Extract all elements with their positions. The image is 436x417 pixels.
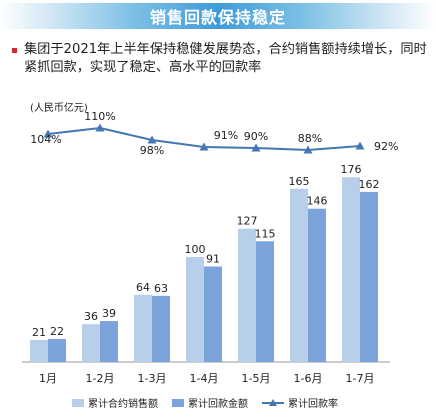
rate-label: 110% [84,110,115,123]
summary-block: 集团于2021年上半年保持稳健发展势态，合约销售额持续增长，同时紧抓回款，实现了… [12,41,427,77]
legend-label-collection: 累计回款金额 [188,399,248,410]
legend-line-icon [262,398,284,406]
bar-sales [82,324,100,362]
unit-label: (人民币亿元) [30,103,88,114]
bar-sales [134,294,152,362]
rate-marker [303,145,313,154]
data-label-sales: 64 [136,281,150,294]
data-label-collection: 115 [255,227,276,240]
bar-sales [290,188,308,362]
legend-swatch-collection [172,398,184,407]
data-label-sales: 176 [341,163,362,176]
x-tick-label: 1-7月 [346,372,375,385]
data-label-collection: 63 [154,282,168,295]
rate-label: 90% [244,130,268,143]
x-tick-label: 1-3月 [138,372,167,385]
data-label-collection: 146 [307,195,328,208]
legend-item-collection: 累计回款金额 [172,395,248,410]
data-label-collection: 162 [359,178,380,191]
bar-collection [256,241,274,362]
x-tick-label: 1-4月 [190,372,219,385]
legend-swatch-sales [72,398,84,407]
legend-item-rate: 累计回款率 [262,395,338,410]
rate-label: 98% [140,144,164,157]
bullet-marker [12,48,17,53]
data-label-sales: 36 [84,310,98,323]
rate-marker [251,143,261,152]
bar-collection [204,266,222,362]
legend-item-sales: 累计合约销售额 [72,395,158,410]
bar-sales [186,257,204,362]
rate-marker [355,141,365,150]
bar-collection [360,191,378,362]
x-tick-label: 1-5月 [242,372,271,385]
rate-marker [147,135,157,144]
chart-legend: 累计合约销售额 累计回款金额 累计回款率 [72,395,352,410]
page-title: 销售回款保持稳定 [149,8,286,27]
bar-collection [48,338,66,362]
rate-marker [199,142,209,151]
x-tick-label: 1月 [39,372,57,385]
bar-collection [100,321,118,362]
bar-sales [238,228,256,362]
data-label-collection: 91 [206,252,220,265]
legend-label-sales: 累计合约销售额 [88,399,158,410]
data-label-sales: 21 [32,326,46,339]
summary-text: 集团于2021年上半年保持稳健发展势态，合约销售额持续增长，同时紧抓回款，实现了… [24,42,427,75]
data-label-collection: 39 [102,307,116,320]
bar-sales [30,339,48,362]
rate-label: 92% [374,140,398,153]
data-label-sales: 165 [289,175,310,188]
x-tick-label: 1-2月 [86,372,115,385]
data-label-sales: 127 [237,215,258,228]
rate-label: 104% [30,133,61,146]
rate-label: 91% [214,129,238,142]
title-banner: 销售回款保持稳定 [0,3,436,29]
rate-label: 88% [298,132,322,145]
bar-collection [152,295,170,362]
bar-sales [342,177,360,362]
data-label-collection: 22 [50,325,64,338]
legend-label-rate: 累计回款率 [288,399,338,410]
rate-marker [95,123,105,132]
data-label-sales: 100 [185,243,206,256]
bar-collection [308,208,326,362]
rate-marker [43,129,53,138]
x-tick-label: 1-6月 [294,372,323,385]
